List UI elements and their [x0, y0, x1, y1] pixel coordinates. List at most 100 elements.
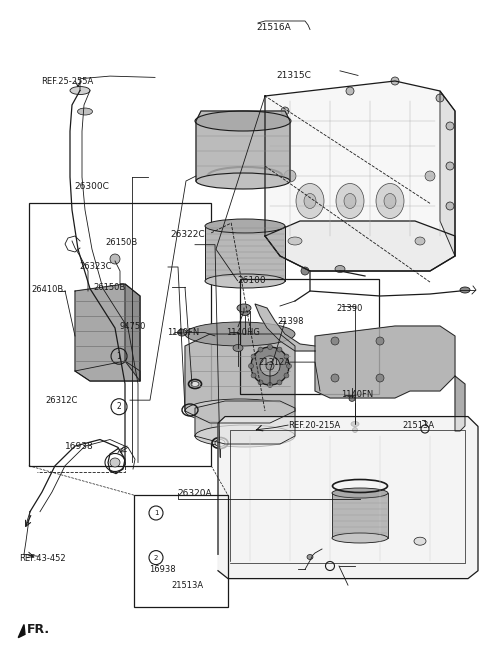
- Text: 21398: 21398: [277, 317, 304, 326]
- Ellipse shape: [178, 329, 187, 336]
- Text: 2: 2: [154, 554, 158, 561]
- Ellipse shape: [284, 170, 296, 182]
- Ellipse shape: [267, 382, 273, 388]
- Ellipse shape: [460, 287, 470, 293]
- Ellipse shape: [332, 488, 388, 498]
- Polygon shape: [255, 304, 315, 351]
- Text: 26320A: 26320A: [178, 489, 212, 498]
- Ellipse shape: [304, 194, 316, 209]
- Text: 21513A: 21513A: [402, 420, 434, 430]
- Ellipse shape: [331, 374, 339, 382]
- Text: 26323C: 26323C: [79, 262, 112, 271]
- Ellipse shape: [287, 363, 291, 369]
- Text: 21315C: 21315C: [276, 71, 311, 80]
- Ellipse shape: [284, 373, 289, 378]
- Ellipse shape: [336, 184, 364, 218]
- Polygon shape: [455, 376, 465, 431]
- Ellipse shape: [185, 322, 295, 346]
- Ellipse shape: [346, 87, 354, 95]
- Ellipse shape: [335, 266, 345, 272]
- Ellipse shape: [249, 363, 253, 369]
- Text: 16938: 16938: [65, 441, 94, 451]
- Ellipse shape: [301, 267, 309, 275]
- Text: FR.: FR.: [26, 623, 49, 636]
- Ellipse shape: [233, 344, 243, 352]
- Ellipse shape: [352, 428, 358, 432]
- Ellipse shape: [446, 162, 454, 170]
- Ellipse shape: [77, 108, 93, 115]
- Text: 21390: 21390: [336, 304, 362, 313]
- Bar: [332, 493, 388, 538]
- Bar: [134, 495, 228, 607]
- Ellipse shape: [196, 173, 290, 189]
- Ellipse shape: [339, 495, 361, 509]
- Text: 1140FN: 1140FN: [167, 328, 199, 337]
- Ellipse shape: [110, 458, 120, 467]
- Polygon shape: [196, 111, 290, 181]
- Text: 26300C: 26300C: [74, 182, 109, 192]
- Text: 26100: 26100: [238, 276, 266, 285]
- Ellipse shape: [391, 77, 399, 85]
- Polygon shape: [265, 221, 455, 271]
- Ellipse shape: [344, 194, 356, 209]
- Text: 94750: 94750: [119, 322, 145, 331]
- Ellipse shape: [384, 194, 396, 209]
- Ellipse shape: [251, 347, 289, 385]
- Polygon shape: [265, 81, 455, 271]
- Text: 21312A: 21312A: [258, 358, 290, 367]
- Text: 26322C: 26322C: [170, 230, 205, 239]
- Ellipse shape: [277, 380, 282, 385]
- Ellipse shape: [446, 122, 454, 130]
- Text: 1140FN: 1140FN: [341, 390, 373, 400]
- Text: REF.25-255A: REF.25-255A: [41, 77, 93, 87]
- Polygon shape: [125, 284, 140, 381]
- Text: REF.20-215A: REF.20-215A: [288, 420, 340, 430]
- Ellipse shape: [240, 308, 250, 316]
- Ellipse shape: [215, 440, 225, 447]
- Polygon shape: [440, 91, 455, 256]
- Ellipse shape: [349, 396, 355, 401]
- Ellipse shape: [277, 347, 282, 352]
- Ellipse shape: [195, 425, 295, 447]
- Ellipse shape: [195, 111, 291, 131]
- Ellipse shape: [425, 171, 435, 181]
- Text: REF.43-452: REF.43-452: [19, 554, 66, 564]
- Ellipse shape: [205, 219, 285, 233]
- Polygon shape: [185, 334, 295, 423]
- Ellipse shape: [331, 337, 339, 345]
- Ellipse shape: [110, 254, 120, 264]
- Text: 21513A: 21513A: [172, 581, 204, 590]
- Ellipse shape: [260, 356, 280, 376]
- Text: 26150B: 26150B: [94, 283, 126, 292]
- Ellipse shape: [284, 354, 289, 359]
- Ellipse shape: [414, 537, 426, 545]
- Polygon shape: [75, 361, 140, 381]
- Ellipse shape: [436, 94, 444, 102]
- Ellipse shape: [332, 533, 388, 543]
- Ellipse shape: [296, 184, 324, 218]
- Ellipse shape: [415, 237, 425, 245]
- Ellipse shape: [351, 422, 359, 426]
- Ellipse shape: [446, 202, 454, 210]
- Ellipse shape: [251, 354, 256, 359]
- Polygon shape: [218, 417, 478, 579]
- Ellipse shape: [288, 237, 302, 245]
- Ellipse shape: [281, 107, 289, 115]
- Text: 1: 1: [117, 352, 121, 361]
- Text: 2: 2: [117, 402, 121, 411]
- Ellipse shape: [205, 274, 285, 288]
- Ellipse shape: [70, 87, 90, 94]
- Text: 16938: 16938: [149, 565, 175, 574]
- Ellipse shape: [258, 380, 263, 385]
- Polygon shape: [195, 401, 295, 444]
- Text: 1140HG: 1140HG: [227, 328, 261, 337]
- Ellipse shape: [307, 554, 313, 560]
- Text: 26150B: 26150B: [106, 238, 138, 247]
- Ellipse shape: [237, 304, 251, 312]
- Bar: [29, 203, 211, 466]
- Text: 21516A: 21516A: [257, 23, 291, 32]
- Ellipse shape: [376, 184, 404, 218]
- Bar: [240, 279, 379, 394]
- Polygon shape: [315, 326, 455, 398]
- Bar: [205, 226, 285, 281]
